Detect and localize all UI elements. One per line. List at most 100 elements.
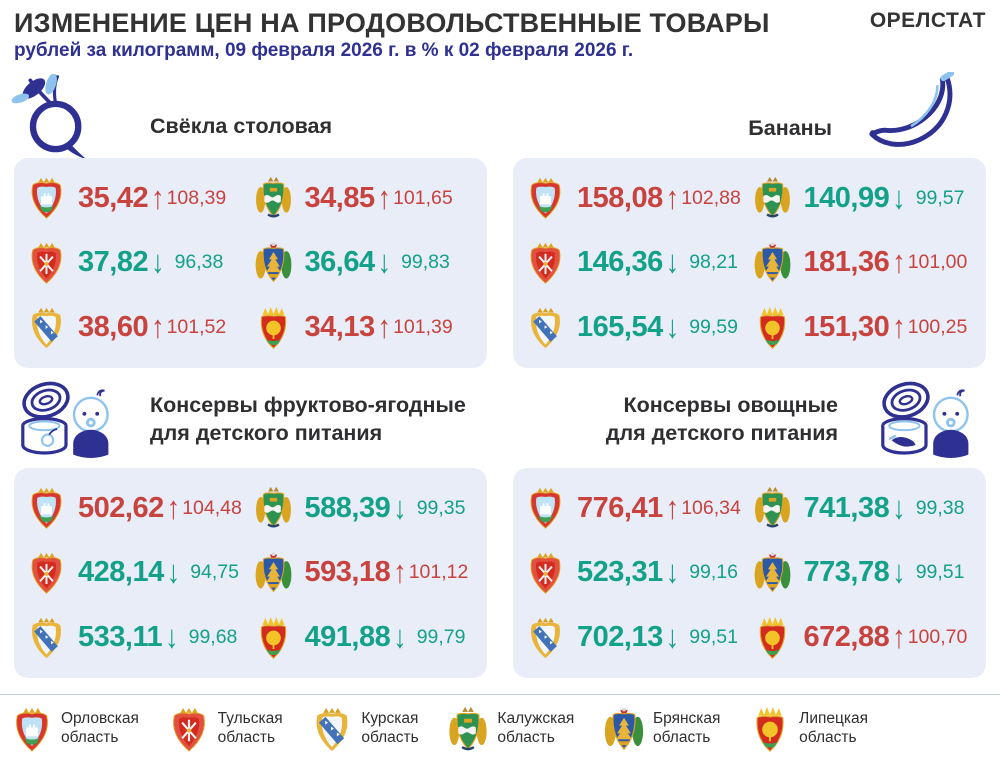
price-entry: 165,54 ↓ 99,59	[527, 295, 754, 360]
price-value: 741,38	[803, 491, 890, 524]
price-value: 181,36	[803, 246, 890, 279]
beet-icon	[4, 74, 100, 160]
trend-arrow: ↑	[393, 554, 407, 591]
price-value: 672,88	[803, 621, 890, 654]
legend-label: Липецкая область	[799, 710, 868, 747]
percent-value: 101,39	[393, 316, 453, 339]
price-value: 776,41	[577, 491, 663, 524]
trend-arrow: ↓	[665, 554, 680, 591]
percent-value: 101,65	[393, 186, 453, 209]
price-value: 165,54	[577, 311, 663, 344]
coat-of-arms-icon	[255, 306, 292, 350]
coat-of-arms-icon	[527, 616, 564, 660]
price-value: 140,99	[803, 181, 890, 214]
coat-of-arms-icon	[754, 176, 791, 220]
product-title-line: Консервы фруктово-ягодные	[150, 393, 466, 417]
coat-of-arms-icon	[28, 176, 65, 220]
percent-value: 99,38	[915, 496, 965, 519]
price-entry: 151,30 ↑ 100,25	[754, 295, 981, 360]
price-value: 146,36	[577, 246, 663, 279]
legend-item-bryansk: Брянская область	[604, 706, 720, 753]
legend-label: Брянская область	[653, 710, 720, 747]
coat-of-arms-icon	[754, 616, 791, 660]
trend-arrow: ↑	[892, 619, 906, 655]
price-entry: 502,62 ↑ 104,48	[28, 476, 255, 541]
trend-arrow: ↑	[377, 309, 392, 345]
price-value: 533,11	[78, 621, 163, 654]
coat-of-arms-icon	[169, 706, 209, 753]
legend-item-orel: Орловская область	[12, 706, 139, 753]
price-value: 702,13	[577, 621, 663, 654]
price-entry: 146,36 ↓ 98,21	[527, 231, 754, 296]
percent-value: 100,70	[907, 626, 968, 649]
legend-label-line: Орловская	[61, 710, 139, 728]
coat-of-arms-icon	[754, 551, 791, 595]
banana-icon	[862, 72, 960, 156]
trend-arrow: ↓	[665, 244, 680, 281]
coat-of-arms-icon	[604, 706, 644, 753]
price-entry: 593,18 ↑ 101,12	[255, 541, 482, 606]
coat-of-arms-icon	[28, 306, 65, 350]
percent-value: 94,75	[190, 561, 240, 584]
percent-value: 96,38	[174, 251, 224, 274]
percent-value: 99,35	[416, 496, 466, 519]
price-entry: 588,39 ↓ 99,35	[255, 476, 482, 541]
trend-arrow: ↑	[665, 490, 680, 526]
trend-arrow: ↓	[166, 554, 181, 591]
product-title-line: для детского питания	[150, 420, 383, 445]
trend-arrow: ↑	[665, 180, 680, 216]
product-title-banany: Бананы	[748, 115, 832, 143]
legend-label-line: область	[497, 729, 555, 746]
coat-of-arms-icon	[28, 486, 65, 530]
price-value: 593,18	[304, 556, 391, 589]
percent-value: 99,68	[188, 626, 238, 649]
price-value: 502,62	[78, 491, 164, 524]
price-value: 151,30	[803, 311, 890, 344]
percent-value: 101,12	[408, 561, 469, 584]
percent-value: 99,51	[915, 561, 965, 584]
trend-arrow: ↑	[151, 309, 165, 345]
price-entry: 34,13 ↑ 101,39	[255, 295, 482, 360]
percent-value: 99,51	[689, 626, 739, 649]
legend-label-line: область	[61, 729, 119, 746]
price-entry: 533,11 ↓ 99,68	[28, 605, 255, 670]
trend-arrow: ↓	[665, 619, 680, 655]
percent-value: 100,25	[907, 316, 968, 339]
percent-value: 101,52	[166, 316, 227, 339]
coat-of-arms-icon	[527, 241, 564, 285]
legend-label: Калужская область	[497, 710, 574, 747]
coat-of-arms-icon	[255, 486, 292, 530]
price-entry: 702,13 ↓ 99,51	[527, 605, 754, 670]
price-value: 37,82	[78, 246, 149, 279]
coat-of-arms-icon	[28, 616, 65, 660]
coat-of-arms-icon	[312, 706, 352, 753]
trend-arrow: ↓	[665, 309, 680, 345]
percent-value: 98,21	[689, 251, 739, 274]
coat-of-arms-icon	[255, 551, 292, 595]
percent-value: 99,83	[401, 251, 450, 274]
coat-of-arms-icon	[12, 706, 52, 753]
price-value: 158,08	[577, 181, 663, 214]
legend-item-lipetsk: Липецкая область	[750, 706, 868, 753]
legend-label: Тульская область	[218, 710, 283, 747]
coat-of-arms-icon	[527, 176, 564, 220]
coat-of-arms-icon	[754, 306, 791, 350]
percent-value: 99,79	[416, 626, 466, 649]
trend-arrow: ↑	[151, 180, 165, 216]
legend-label-line: область	[217, 729, 276, 746]
price-value: 773,78	[803, 556, 890, 589]
price-entry: 38,60 ↑ 101,52	[28, 295, 255, 360]
price-entry: 741,38 ↓ 99,38	[754, 476, 981, 541]
price-entry: 158,08 ↑ 102,88	[527, 166, 754, 231]
trend-arrow: ↑	[892, 309, 906, 345]
percent-value: 108,39	[166, 186, 227, 209]
product-title-line: Бананы	[748, 116, 832, 140]
price-entry: 36,64 ↓ 99,83	[255, 231, 482, 296]
percent-value: 104,48	[182, 496, 242, 519]
trend-arrow: ↓	[377, 244, 392, 281]
trend-arrow: ↓	[892, 490, 906, 526]
product-title-svekla: Свёкла столовая	[150, 113, 332, 141]
coat-of-arms-icon	[754, 486, 791, 530]
price-card-banany: 158,08 ↑ 102,88 140,99 ↓ 99,57 146,36 ↓ …	[513, 158, 986, 368]
price-value: 34,13	[304, 311, 376, 344]
